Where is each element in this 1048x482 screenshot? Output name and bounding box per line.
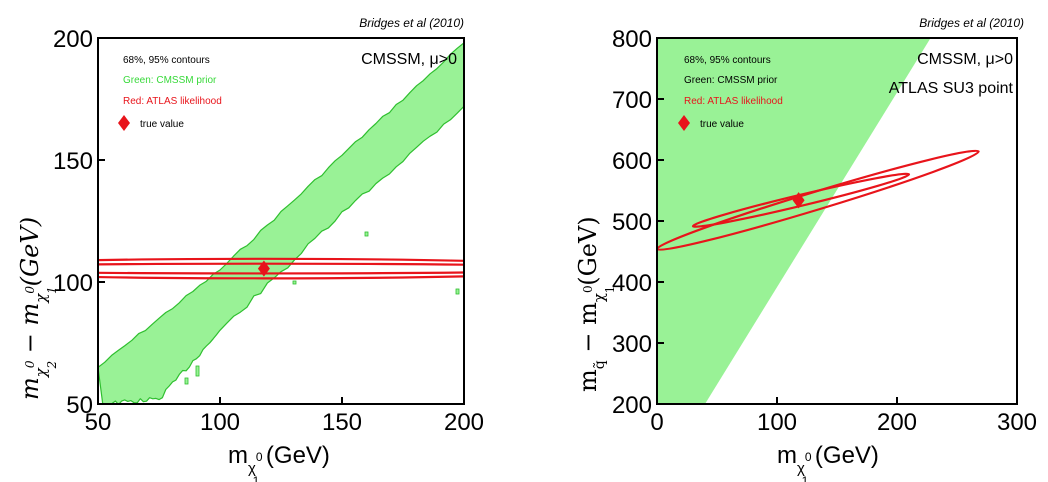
left-prior-island: [292, 280, 297, 285]
right-point-note: ATLAS SU3 point: [889, 80, 1014, 97]
left-true-value-marker: [257, 260, 270, 277]
right-x-axis-label: mχ0 1 (GeV): [777, 442, 879, 482]
left-y-tick-label: 150: [53, 148, 93, 175]
left-y-tick-label: 100: [53, 270, 93, 297]
right-x-tick-label: 0: [650, 409, 663, 436]
left-red-note: Red: ATLAS likelihood: [123, 96, 222, 107]
left-panel: Bridges et al (2010) 50 100 150 200 50 100 150…: [16, 16, 484, 482]
right-y-axis-label: mq̃ − mχ0 1(GeV): [574, 216, 617, 392]
right-y-tick-label: 500: [612, 209, 652, 236]
right-panel: Bridges et al (2010) 0 100 200 300 200 300 400…: [574, 16, 1037, 482]
right-legend-marker: [678, 115, 690, 131]
left-x-axis-label: mχ0 1 (GeV): [228, 442, 330, 482]
left-green-note: Green: CMSSM prior: [123, 75, 217, 86]
right-x-tick-label: 300: [997, 409, 1037, 436]
left-true-value-note: true value: [140, 119, 184, 130]
right-y-tick-label: 800: [612, 26, 652, 53]
right-prior-region: [657, 38, 931, 404]
right-ticks: 0 100 200 300 200 300 400 500 600 700 800: [612, 26, 1037, 436]
right-x-tick-label: 100: [757, 409, 797, 436]
right-model-note: CMSSM, μ>0: [917, 51, 1013, 68]
left-y-axis-label: mχ0 2 − mχ0 1(GeV): [16, 217, 59, 400]
left-likelihood-contour-95: [98, 257, 464, 280]
left-prior-island: [455, 288, 460, 295]
left-x-tick-label: 150: [322, 409, 362, 436]
right-y-tick-label: 300: [612, 331, 652, 358]
left-prior-island: [195, 365, 200, 377]
left-prior-islands: [184, 231, 460, 385]
right-y-tick-label: 200: [612, 392, 652, 419]
left-model-note: CMSSM, μ>0: [361, 51, 457, 68]
left-contours-note: 68%, 95% contours: [123, 55, 210, 66]
left-legend-marker: [118, 115, 130, 131]
right-contours-note: 68%, 95% contours: [684, 55, 771, 66]
left-x-tick-label: 100: [200, 409, 240, 436]
right-true-value-note: true value: [700, 119, 744, 130]
left-citation: Bridges et al (2010): [359, 16, 464, 30]
left-prior-island: [364, 231, 369, 237]
left-x-tick-label: 200: [444, 409, 484, 436]
right-x-tick-label: 200: [877, 409, 917, 436]
right-y-tick-label: 400: [612, 270, 652, 297]
left-y-tick-label: 200: [53, 26, 93, 53]
right-y-tick-label: 600: [612, 148, 652, 175]
right-citation: Bridges et al (2010): [919, 16, 1024, 30]
left-y-tick-label: 50: [66, 392, 93, 419]
left-prior-band: [98, 42, 464, 404]
right-red-note: Red: ATLAS likelihood: [684, 96, 783, 107]
right-green-note: Green: CMSSM prior: [684, 75, 778, 86]
left-x-tick-label: 50: [85, 409, 112, 436]
right-y-tick-label: 700: [612, 87, 652, 114]
left-plot-frame: [97, 37, 465, 405]
left-ticks: 50 100 150 200 50 100 150 200: [53, 26, 484, 436]
right-true-value-marker: [792, 192, 805, 209]
left-prior-island: [184, 377, 189, 385]
